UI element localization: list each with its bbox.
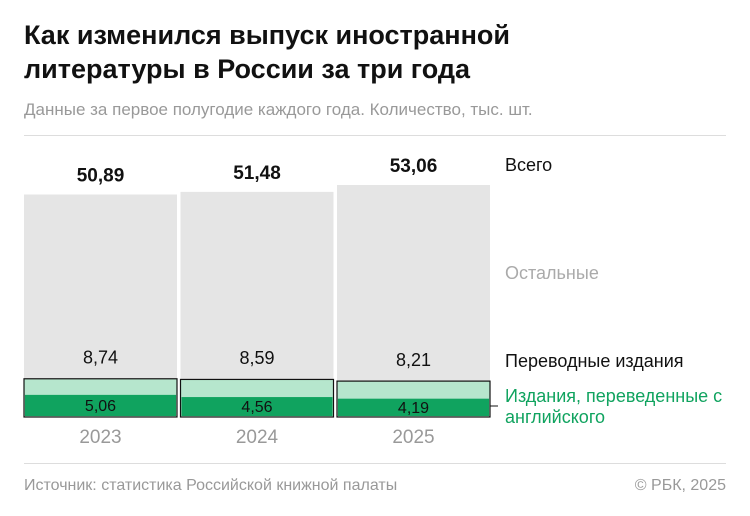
bar bbox=[181, 397, 333, 416]
source: Источник: статистика Российской книжной … bbox=[24, 477, 398, 494]
chart-subtitle: Данные за первое полугодие каждого года.… bbox=[24, 100, 533, 119]
annotation: Остальные bbox=[505, 263, 599, 283]
bar bbox=[25, 394, 176, 416]
bar bbox=[338, 398, 489, 416]
legend-label: Всего bbox=[505, 155, 552, 175]
copyright: © РБК, 2025 bbox=[634, 477, 726, 494]
value-label: 8,59 bbox=[239, 348, 274, 368]
x-tick-label: 2023 bbox=[79, 427, 121, 448]
value-label: 4,19 bbox=[398, 400, 429, 417]
x-tick-label: 2025 bbox=[392, 427, 434, 448]
value-label: 8,21 bbox=[396, 350, 431, 370]
legend-label: Издания, переведенные с английского bbox=[505, 386, 723, 427]
divider bbox=[24, 463, 726, 464]
bar bbox=[337, 185, 490, 417]
legend-label: Переводные издания bbox=[505, 351, 684, 371]
value-label: 5,06 bbox=[85, 398, 116, 415]
value-label: 4,56 bbox=[241, 399, 272, 416]
value-label: 50,89 bbox=[77, 166, 125, 187]
value-label: 8,74 bbox=[83, 348, 118, 368]
x-tick-label: 2024 bbox=[236, 427, 279, 448]
value-label: 51,48 bbox=[233, 163, 281, 184]
chart-title: Как изменился выпуск иностранной литерат… bbox=[24, 20, 510, 84]
divider bbox=[24, 135, 726, 136]
value-label: 53,06 bbox=[390, 156, 438, 177]
